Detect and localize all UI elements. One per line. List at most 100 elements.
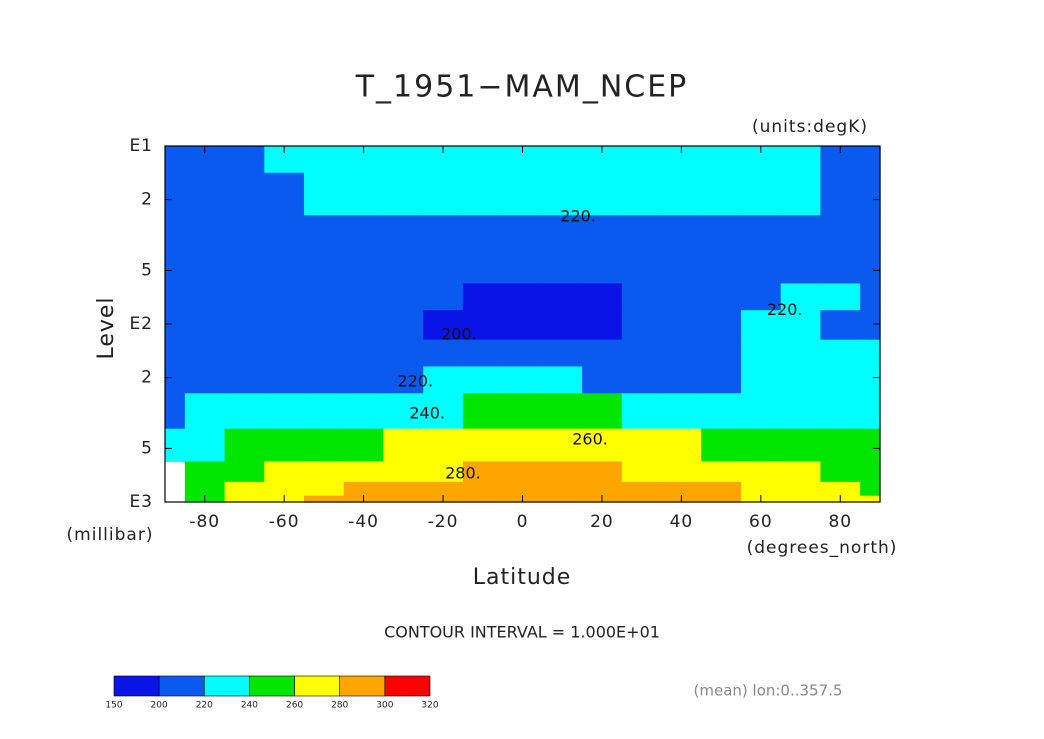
field-cell (780, 428, 822, 463)
field-cell (224, 172, 265, 216)
field-cell (780, 146, 822, 174)
field-cell (701, 146, 742, 174)
field-cell (304, 393, 345, 430)
contour-label: 220. (560, 206, 596, 225)
field-cell (701, 428, 742, 463)
field-cell (860, 481, 881, 497)
x-tick-label: -60 (269, 512, 300, 532)
field-cell (542, 366, 583, 394)
x-tick-label: 60 (749, 512, 773, 532)
field-cell (184, 215, 226, 252)
field-cell (423, 393, 464, 430)
field-cell (462, 428, 504, 463)
y-axis-label: Level (94, 296, 119, 359)
field-cell (661, 283, 702, 311)
field-cell (264, 310, 305, 341)
field-cell (502, 283, 543, 311)
field (165, 146, 881, 503)
field-cell (701, 481, 742, 497)
field-cell (542, 250, 583, 285)
field-cell (165, 366, 186, 394)
y-tick-label: 2 (141, 190, 153, 210)
field-cell (820, 393, 861, 430)
field-cell (165, 172, 186, 216)
field-cell (701, 172, 742, 216)
colorbar-swatch (158, 675, 205, 697)
field-cell (621, 366, 663, 394)
field-cell (304, 283, 345, 311)
field-cell (860, 495, 881, 503)
y-tick-label: E3 (129, 492, 153, 512)
field-cell (860, 172, 881, 216)
field-cell (860, 283, 881, 311)
field-cell (184, 461, 226, 483)
field-cell (184, 250, 226, 285)
field-cell (582, 366, 623, 394)
field-cell (462, 339, 504, 368)
field-cell (542, 495, 583, 503)
field-cell (165, 339, 186, 368)
colorbar-swatch (249, 675, 295, 697)
field-cell (343, 393, 385, 430)
y-tick-label: E1 (129, 136, 153, 156)
field-cell (820, 461, 861, 483)
field-cell (621, 215, 663, 252)
field-cell (860, 250, 881, 285)
field-cell (542, 428, 583, 463)
units-label: (units:degK) (752, 117, 868, 137)
contour-label: 260. (572, 430, 608, 449)
field-cell (661, 250, 702, 285)
field-cell (502, 366, 543, 394)
field-cell (542, 461, 583, 483)
field-cell (860, 428, 881, 463)
field-cell (423, 310, 464, 341)
field-cell (661, 339, 702, 368)
field-cell (165, 146, 186, 174)
field-cell (462, 495, 504, 503)
field-cell (860, 310, 881, 341)
field-cell (582, 461, 623, 483)
field-cell (860, 339, 881, 368)
field-cell (383, 172, 424, 216)
x-tick-label: 0 (517, 512, 529, 532)
x-tick-label: -80 (189, 512, 220, 532)
x-axis-label: Latitude (473, 565, 572, 590)
field-cell (264, 366, 305, 394)
field-cell (502, 461, 543, 483)
field-cell (264, 339, 305, 368)
x-tick-label: 80 (828, 512, 852, 532)
field-cell (304, 250, 345, 285)
field-cell (423, 481, 464, 497)
field-cell (740, 481, 782, 497)
field-cell (343, 366, 385, 394)
field-cell (621, 310, 663, 341)
field-cell (820, 339, 861, 368)
x-axis-unit: (degrees_north) (747, 538, 898, 558)
field-cell (304, 310, 345, 341)
colorbar-swatch (384, 675, 431, 697)
field-cell (661, 215, 702, 252)
field-cell (383, 393, 424, 430)
field-cell (304, 481, 345, 497)
field-cell (462, 250, 504, 285)
field-cell (462, 172, 504, 216)
contour-label: 200. (441, 324, 477, 343)
field-cell (383, 366, 424, 394)
field-cell (343, 283, 385, 311)
field-cell (582, 339, 623, 368)
field-cell (264, 250, 305, 285)
colorbar-label: 280 (331, 701, 348, 711)
field-cell (621, 461, 663, 483)
field-cell (184, 428, 226, 463)
field-cell (383, 481, 424, 497)
colorbar-label: 320 (421, 701, 438, 711)
field-cell (304, 146, 345, 174)
field-cell (343, 215, 385, 252)
field-cell (582, 481, 623, 497)
field-cell (701, 310, 742, 341)
field-cell (701, 250, 742, 285)
field-cell (542, 215, 583, 252)
field-cell (462, 481, 504, 497)
field-cell (621, 146, 663, 174)
field-cell (383, 339, 424, 368)
